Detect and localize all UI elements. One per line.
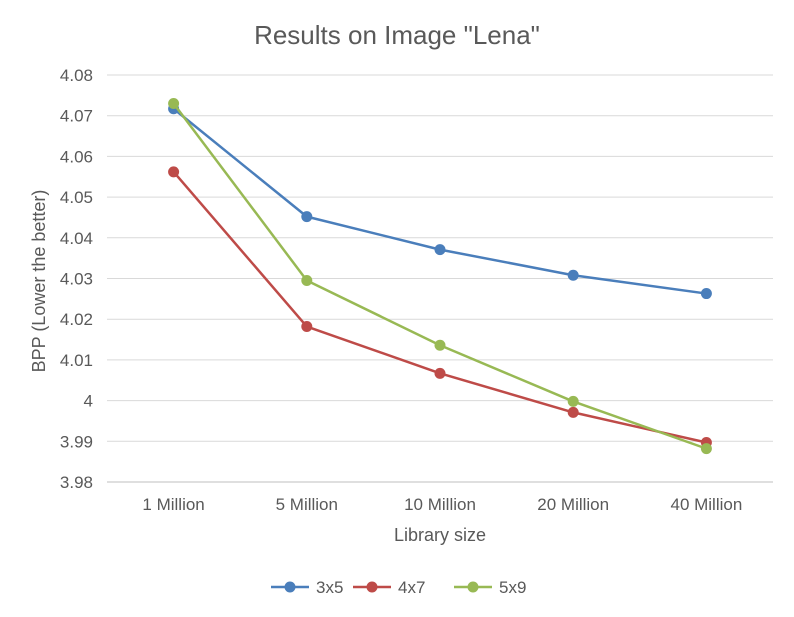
y-tick-label: 3.99 xyxy=(60,432,93,451)
data-point-4x7 xyxy=(301,321,313,333)
series-layer xyxy=(168,97,712,455)
data-point-3x5 xyxy=(567,269,579,281)
data-point-5x9 xyxy=(168,97,180,109)
data-point-4x7 xyxy=(168,166,180,178)
data-point-3x5 xyxy=(301,211,313,223)
y-tick-label: 3.98 xyxy=(60,473,93,492)
y-tick-label: 4.06 xyxy=(60,147,93,166)
series-line-4x7 xyxy=(172,171,707,444)
y-tick-label: 4 xyxy=(84,392,93,411)
y-axis-ticks: 4.08 4.07 4.06 4.05 4.04 4.03 4.02 4.01 4 3.99 3.9… xyxy=(60,66,93,492)
y-tick-label: 4.07 xyxy=(60,107,93,126)
x-axis-ticks: 1 Million 5 Million 10 Million 20 Million 40… xyxy=(142,495,742,514)
y-tick-label: 4.08 xyxy=(60,66,93,85)
legend: 3x5 4x7 5x9 xyxy=(271,578,526,597)
y-tick-label: 4.05 xyxy=(60,188,93,207)
y-axis-label: BPP (Lower the better) xyxy=(29,190,49,373)
x-tick-label: 20 Million xyxy=(537,495,609,514)
data-point-3x5 xyxy=(434,244,446,256)
gridlines xyxy=(107,74,773,483)
data-point-5x9 xyxy=(434,339,446,351)
x-tick-label: 5 Million xyxy=(276,495,338,514)
y-tick-label: 4.03 xyxy=(60,270,93,289)
legend-label-4x7: 4x7 xyxy=(398,578,425,597)
legend-marker-4x7 xyxy=(366,581,378,593)
data-point-4x7 xyxy=(567,406,579,418)
legend-marker-5x9 xyxy=(467,581,479,593)
legend-label-5x9: 5x9 xyxy=(499,578,526,597)
x-tick-label: 40 Million xyxy=(670,495,742,514)
series-line-5x9 xyxy=(172,102,707,450)
y-tick-label: 4.01 xyxy=(60,351,93,370)
data-point-4x7 xyxy=(434,367,446,379)
x-axis-label: Library size xyxy=(394,525,486,545)
legend-marker-3x5 xyxy=(284,581,296,593)
data-point-5x9 xyxy=(700,443,712,455)
data-point-5x9 xyxy=(301,275,313,287)
y-tick-label: 4.04 xyxy=(60,229,93,248)
y-tick-label: 4.02 xyxy=(60,310,93,329)
chart-title: Results on Image "Lena" xyxy=(254,20,540,50)
legend-label-3x5: 3x5 xyxy=(316,578,343,597)
data-point-5x9 xyxy=(567,395,579,407)
x-tick-label: 10 Million xyxy=(404,495,476,514)
x-tick-label: 1 Million xyxy=(142,495,204,514)
data-point-3x5 xyxy=(700,288,712,300)
